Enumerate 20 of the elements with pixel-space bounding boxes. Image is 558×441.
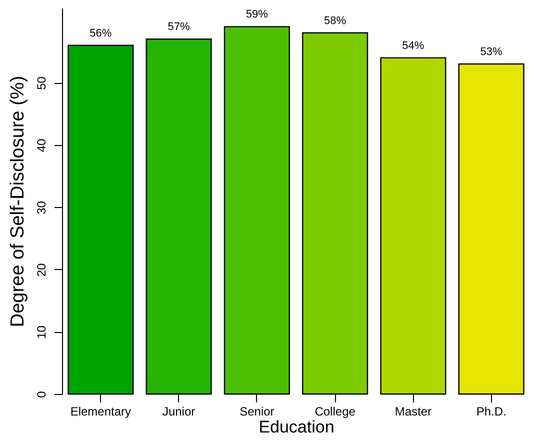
x-tick-label: Junior bbox=[162, 404, 196, 418]
data-label: 57% bbox=[168, 21, 190, 34]
y-tick-label: 0 bbox=[34, 390, 48, 398]
x-tick-label: Master bbox=[394, 404, 432, 418]
x-axis-title: Education bbox=[258, 418, 334, 436]
y-tick-label: 50 bbox=[34, 76, 48, 90]
data-label: 56% bbox=[90, 27, 112, 40]
y-tick-label: 40 bbox=[34, 138, 48, 152]
x-tick-label: Ph.D. bbox=[476, 404, 506, 418]
data-label: 53% bbox=[480, 46, 503, 58]
x-tick-label: College bbox=[314, 404, 356, 418]
x-tick-label: Senior bbox=[240, 404, 274, 418]
y-tick-label: 10 bbox=[34, 325, 48, 339]
data-label: 54% bbox=[402, 40, 424, 52]
data-label: 59% bbox=[246, 8, 268, 21]
y-tick-label: 20 bbox=[34, 262, 48, 277]
x-tick-label: Elementary bbox=[70, 404, 132, 418]
data-label: 58% bbox=[324, 14, 346, 27]
y-axis-title: Degree of Self-Disclosure (%) bbox=[8, 76, 28, 328]
y-tick-label: 30 bbox=[34, 200, 48, 214]
